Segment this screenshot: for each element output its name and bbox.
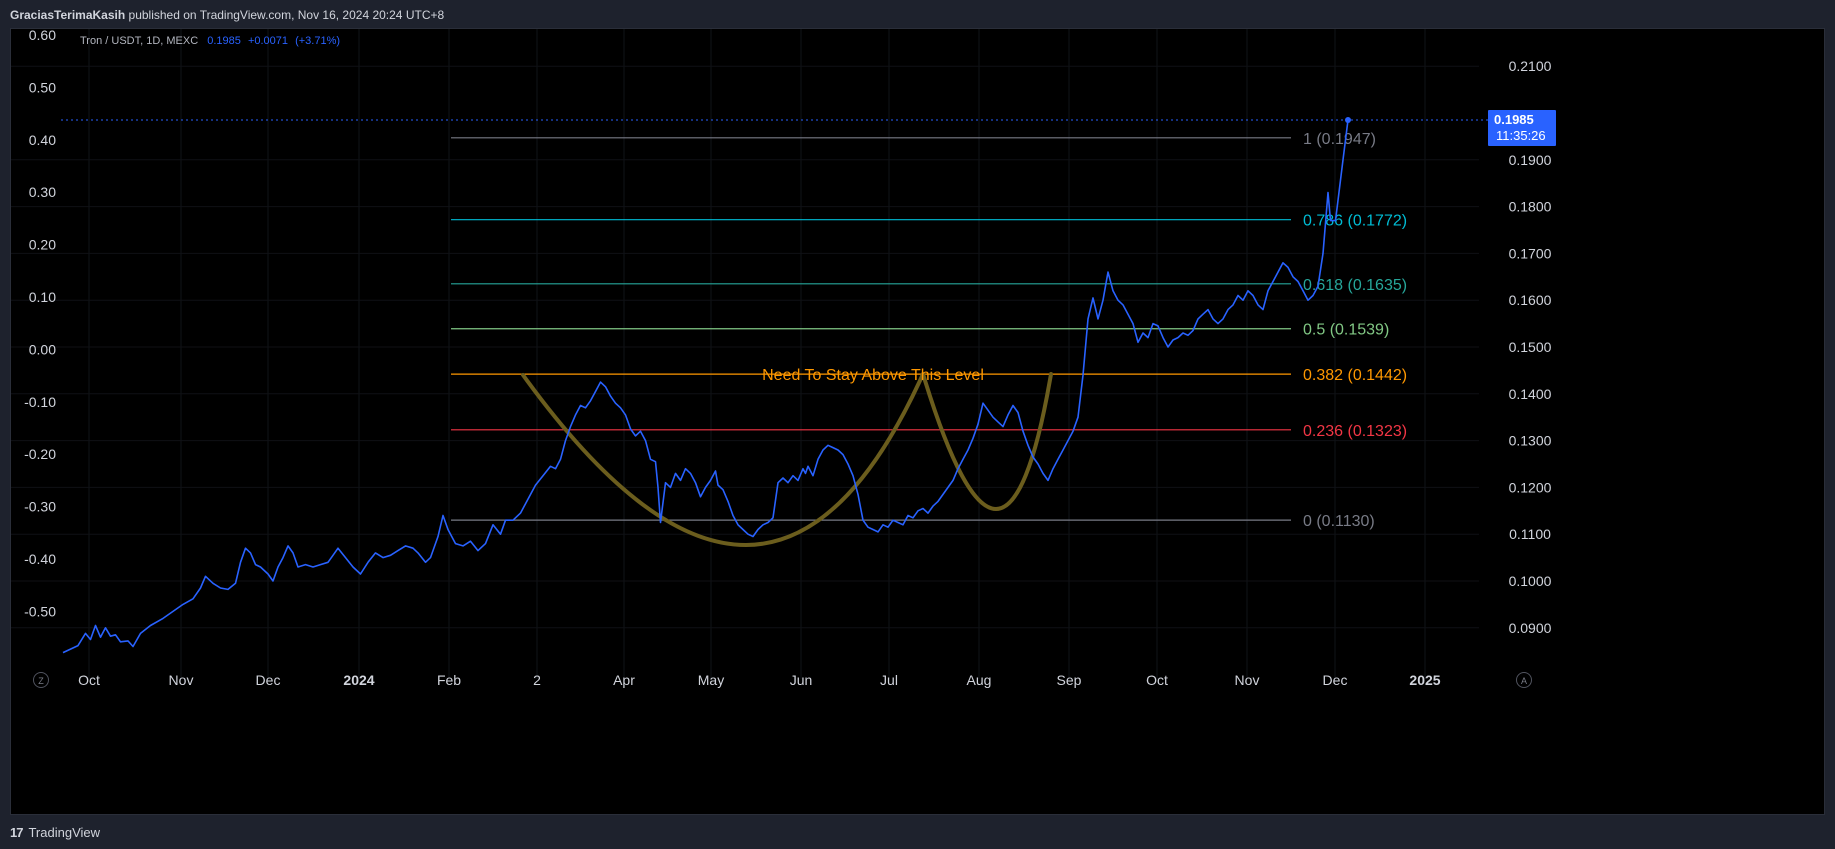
left-axis-tick-label: -0.40 [24,551,56,567]
left-axis-tick-label: -0.20 [24,446,56,462]
left-axis-tick-label: 0.30 [29,184,56,200]
time-axis-label: Sep [1057,672,1082,688]
auto-scale-button[interactable]: A [1516,672,1532,688]
time-axis-label: 2024 [343,672,374,688]
price-series-line [62,119,1349,654]
legend-change-pct: (+3.71%) [295,35,341,47]
handle-pattern-arc [921,372,1053,511]
left-axis-tick-label: -0.30 [24,499,56,515]
right-axis-tick-label: 0.1700 [1509,245,1552,261]
right-axis-tick-label: 0.1300 [1509,433,1552,449]
time-axis-label: Jul [880,672,898,688]
time-axis-label: Jun [790,672,813,688]
right-axis-tick-label: 0.1000 [1509,573,1552,589]
fib-level-label: 1 (0.1947) [1303,131,1376,148]
cup-pattern-arc [521,372,925,547]
chart-pane[interactable]: 0.2100 0.1900 0.1800 0.1700 0.1600 0.1500 0.14… [10,28,1825,815]
last-price-dot [1345,117,1351,124]
legend-change: +0.0071 [247,35,289,47]
author-name[interactable]: GraciasTerimaKasih [10,8,126,22]
right-axis-tick-label: 0.1200 [1509,479,1552,495]
footer-bar: 17 TradingView [0,815,1835,849]
symbol-legend: Tron / USDT, 1D, MEXC 0.1985 +0.0071 (+3… [80,35,340,47]
right-axis-tick-label: 0.1400 [1509,386,1552,402]
right-axis-tick-label: 0.2100 [1509,58,1552,74]
brand-name: TradingView [28,825,101,840]
time-axis-label: May [698,672,724,688]
time-axis-label: Nov [1235,672,1260,688]
annotation-text[interactable]: Need To Stay Above This Level [762,367,984,384]
tradingview-logo-icon: 17 [10,825,24,840]
time-axis-label: Nov [169,672,194,688]
fib-level-label: 0.618 (0.1635) [1303,277,1407,294]
time-axis-label: Feb [437,672,461,688]
right-axis-tick-label: 0.0900 [1509,620,1552,636]
right-axis-tick-label: 0.1500 [1509,339,1552,355]
time-axis-label: Aug [967,672,992,688]
left-axis-tick-label: -0.10 [24,394,56,410]
right-axis-tick-label: 0.1800 [1509,199,1552,215]
fib-level-label: 0.5 (0.1539) [1303,322,1389,339]
time-axis-label: 2025 [1409,672,1440,688]
fib-level-label: 0 (0.1130) [1303,513,1375,530]
price-tag-box [1488,110,1556,147]
time-axis-label: Apr [613,672,635,688]
publish-header: GraciasTerimaKasih published on TradingV… [0,0,1835,28]
time-axis-label: Dec [1323,672,1348,688]
right-axis-tick-label: 0.1600 [1509,292,1552,308]
left-axis-tick-label: 0.10 [29,289,56,305]
published-info: GraciasTerimaKasih published on TradingV… [10,8,444,22]
left-axis-tick-label: 0.50 [29,79,56,95]
published-text: published on TradingView.com, Nov 16, 20… [128,8,445,22]
fib-level-label: 0.382 (0.1442) [1303,367,1407,384]
left-axis-tick-label: 0.60 [29,29,56,43]
time-axis-label: Dec [256,672,281,688]
tradingview-brand[interactable]: 17 TradingView [10,825,100,840]
left-axis-tick-label: 0.20 [29,237,56,253]
left-axis-tick-label: 0.40 [29,132,56,148]
left-axis-tick-label: -0.50 [24,603,56,619]
price-chart[interactable]: 0.2100 0.1900 0.1800 0.1700 0.1600 0.1500 0.14… [11,29,1826,816]
legend-price: 0.1985 [207,35,241,47]
log-scale-button-left[interactable]: Z [33,672,49,688]
fib-level-label: 0.236 (0.1323) [1303,423,1407,440]
price-tag-countdown: 11:35:26 [1496,128,1546,143]
price-tag-value: 0.1985 [1494,112,1534,127]
right-axis-tick-label: 0.1900 [1509,152,1552,168]
fib-level-label: 0.786 (0.1772) [1303,213,1407,230]
time-axis-label: Oct [78,672,100,688]
time-axis-label: 2 [533,672,541,688]
symbol-title[interactable]: Tron / USDT, 1D, MEXC [80,35,199,47]
right-axis-tick-label: 0.1100 [1509,526,1551,542]
left-axis-tick-label: 0.00 [29,341,56,357]
time-axis-label: Oct [1146,672,1168,688]
